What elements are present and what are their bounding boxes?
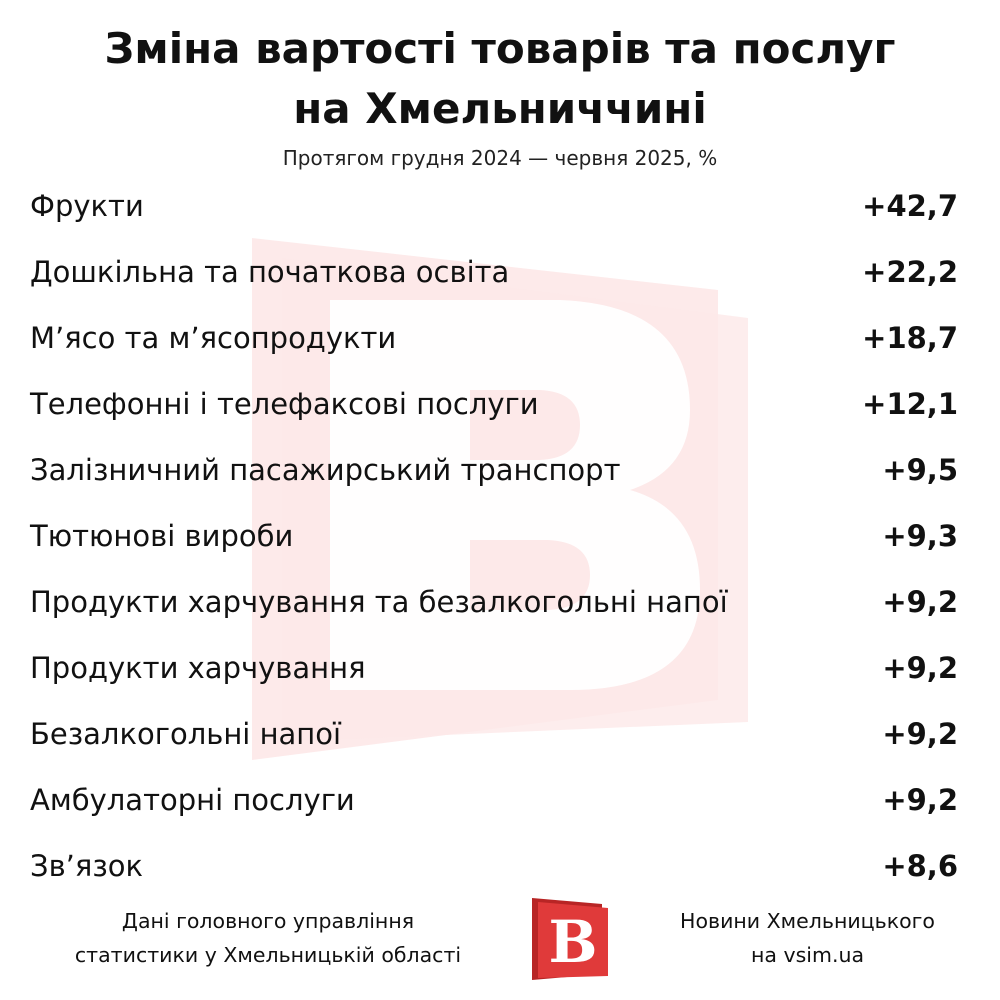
row-value: +9,2 — [882, 585, 958, 619]
chart-subtitle: Протягом грудня 2024 — червня 2025, % — [282, 146, 718, 170]
footer-brand-line2: на vsim.ua — [750, 943, 865, 967]
footer-brand: Новини Хмельницького на vsim.ua — [630, 904, 985, 972]
row-value: +8,6 — [882, 849, 958, 883]
row-value: +18,7 — [862, 321, 958, 355]
footer-source: Дані головного управління статистики у Х… — [18, 904, 518, 972]
row-label: М’ясо та м’ясопродукти — [30, 321, 397, 355]
row-label: Фрукти — [30, 189, 144, 223]
row-value: +9,2 — [882, 717, 958, 751]
row-value: +22,2 — [862, 255, 958, 289]
row-label: Зв’язок — [30, 849, 144, 883]
row-label: Безалкогольні напої — [30, 717, 342, 751]
chart-title-line1: Зміна вартості товарів та послуг — [104, 24, 896, 73]
chart-title-line2: на Хмельниччині — [293, 84, 707, 133]
footer-source-line1: Дані головного управління — [121, 909, 415, 933]
price-change-list: Фрукти +42,7 Дошкільна та початкова освіта… — [30, 189, 958, 883]
row-label: Дошкільна та початкова освіта — [30, 255, 510, 289]
row-value: +9,2 — [882, 783, 958, 817]
row-value: +9,5 — [882, 453, 958, 487]
row-label: Амбулаторні послуги — [30, 783, 355, 817]
row-label: Залізничний пасажирський транспорт — [30, 453, 621, 487]
row-value: +42,7 — [862, 189, 958, 223]
row-label: Продукти харчування — [30, 651, 366, 685]
row-value: +9,3 — [882, 519, 958, 553]
row-value: +9,2 — [882, 651, 958, 685]
vsim-logo-letter: В — [548, 908, 597, 976]
row-label: Тютюнові вироби — [30, 519, 294, 553]
footer-source-line2: статистики у Хмельницькій області — [74, 943, 462, 967]
row-label: Телефонні і телефаксові послуги — [30, 387, 539, 421]
footer-brand-line1: Новини Хмельницького — [680, 909, 935, 933]
row-value: +12,1 — [862, 387, 958, 421]
vsim-logo-icon: В — [532, 898, 608, 980]
row-label: Продукти харчування та безалкогольні нап… — [30, 585, 728, 619]
